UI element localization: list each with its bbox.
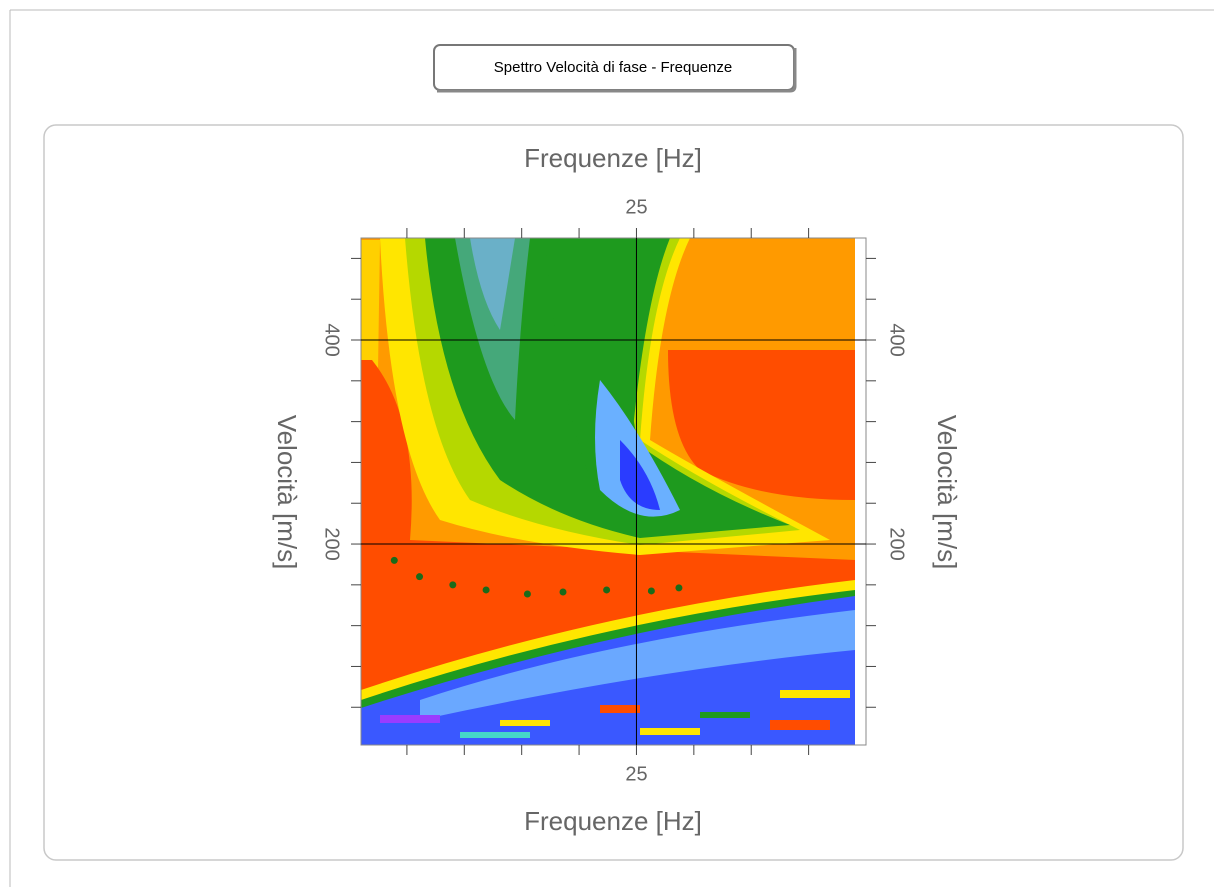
picked-point bbox=[647, 587, 655, 595]
x-axis-title-top: Frequenze [Hz] bbox=[524, 143, 702, 173]
spectrum-heatmap bbox=[361, 238, 855, 745]
picked-point bbox=[482, 586, 490, 594]
y-tick-label: 200 bbox=[886, 527, 908, 560]
picked-point bbox=[390, 556, 398, 564]
title: Spettro Velocità di fase - Frequenze bbox=[494, 59, 732, 76]
picked-point bbox=[449, 581, 457, 589]
picked-point bbox=[603, 586, 611, 594]
picked-point bbox=[559, 588, 567, 596]
picked-point bbox=[675, 584, 683, 592]
picked-point bbox=[416, 573, 424, 581]
y-tick-label: 400 bbox=[321, 323, 343, 356]
y-axis-title-right: Velocità [m/s] bbox=[932, 415, 962, 570]
y-tick-label: 200 bbox=[321, 527, 343, 560]
picked-point bbox=[523, 590, 531, 598]
x-tick-label: 25 bbox=[625, 196, 647, 218]
y-tick-label: 400 bbox=[886, 323, 908, 356]
plot-frame bbox=[360, 237, 867, 746]
x-axis-title-bottom: Frequenze [Hz] bbox=[524, 806, 702, 836]
x-tick-label: 25 bbox=[625, 763, 647, 785]
y-axis-title-left: Velocità [m/s] bbox=[272, 415, 302, 570]
title-box-shadow bbox=[437, 48, 797, 93]
